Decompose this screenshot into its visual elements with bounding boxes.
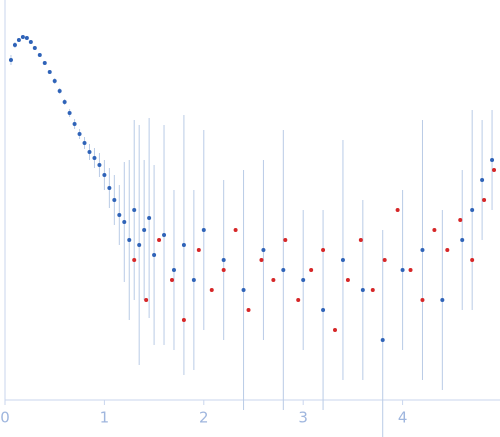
point [480,178,485,182]
point [169,278,174,282]
point [112,198,117,202]
point [47,70,52,74]
point [432,228,437,232]
point [181,243,186,247]
point [283,238,288,242]
point [408,268,413,272]
x-tick-label: 2 [199,409,209,427]
point [340,258,345,262]
point [380,338,385,342]
point [201,228,206,232]
point [420,298,425,302]
point [72,122,77,126]
point [122,220,127,224]
point [117,213,122,217]
point [321,308,326,312]
point [458,218,463,222]
x-tick-label: 0 [0,409,10,427]
point [296,298,301,302]
point [12,43,17,47]
point [24,36,29,40]
point [191,278,196,282]
point [209,288,214,292]
point [62,100,67,104]
point [321,248,326,252]
point [37,53,42,57]
point [181,318,186,322]
point [28,40,33,44]
x-tick-label: 1 [100,409,110,427]
point [470,258,475,262]
point [420,248,425,252]
point [52,79,57,83]
point [395,208,400,212]
point [360,288,365,292]
point [82,141,87,145]
point [137,243,142,247]
point [370,288,375,292]
point [102,173,107,177]
x-tick-label: 4 [398,409,408,427]
point [171,268,176,272]
point [460,238,465,242]
point [16,38,21,42]
point [144,298,149,302]
point [301,278,306,282]
point [127,238,132,242]
point [162,233,167,237]
point [196,248,201,252]
point [8,58,13,62]
point [241,288,246,292]
point [271,278,276,282]
point [492,168,497,172]
point [142,228,147,232]
point [333,328,337,332]
point [358,238,363,242]
point [221,268,226,272]
point [309,268,314,272]
point [152,253,157,257]
point [67,111,72,115]
point [281,268,286,272]
point [20,35,25,39]
point [97,163,102,167]
point [42,61,47,65]
point [470,208,475,212]
point [32,46,37,50]
point [147,216,152,220]
x-tick-label: 3 [298,409,308,427]
point [107,186,112,190]
point [259,258,264,262]
point [233,228,238,232]
point [132,258,137,262]
point [261,248,266,252]
point [382,258,387,262]
point [440,298,445,302]
point [345,278,350,282]
point [132,208,137,212]
point [482,198,487,202]
point [87,150,92,154]
point [77,132,82,136]
point [221,258,226,262]
point [57,89,62,93]
point [92,156,97,160]
point [445,248,450,252]
point [157,238,162,242]
point [400,268,405,272]
point [246,308,251,312]
point [490,158,495,162]
